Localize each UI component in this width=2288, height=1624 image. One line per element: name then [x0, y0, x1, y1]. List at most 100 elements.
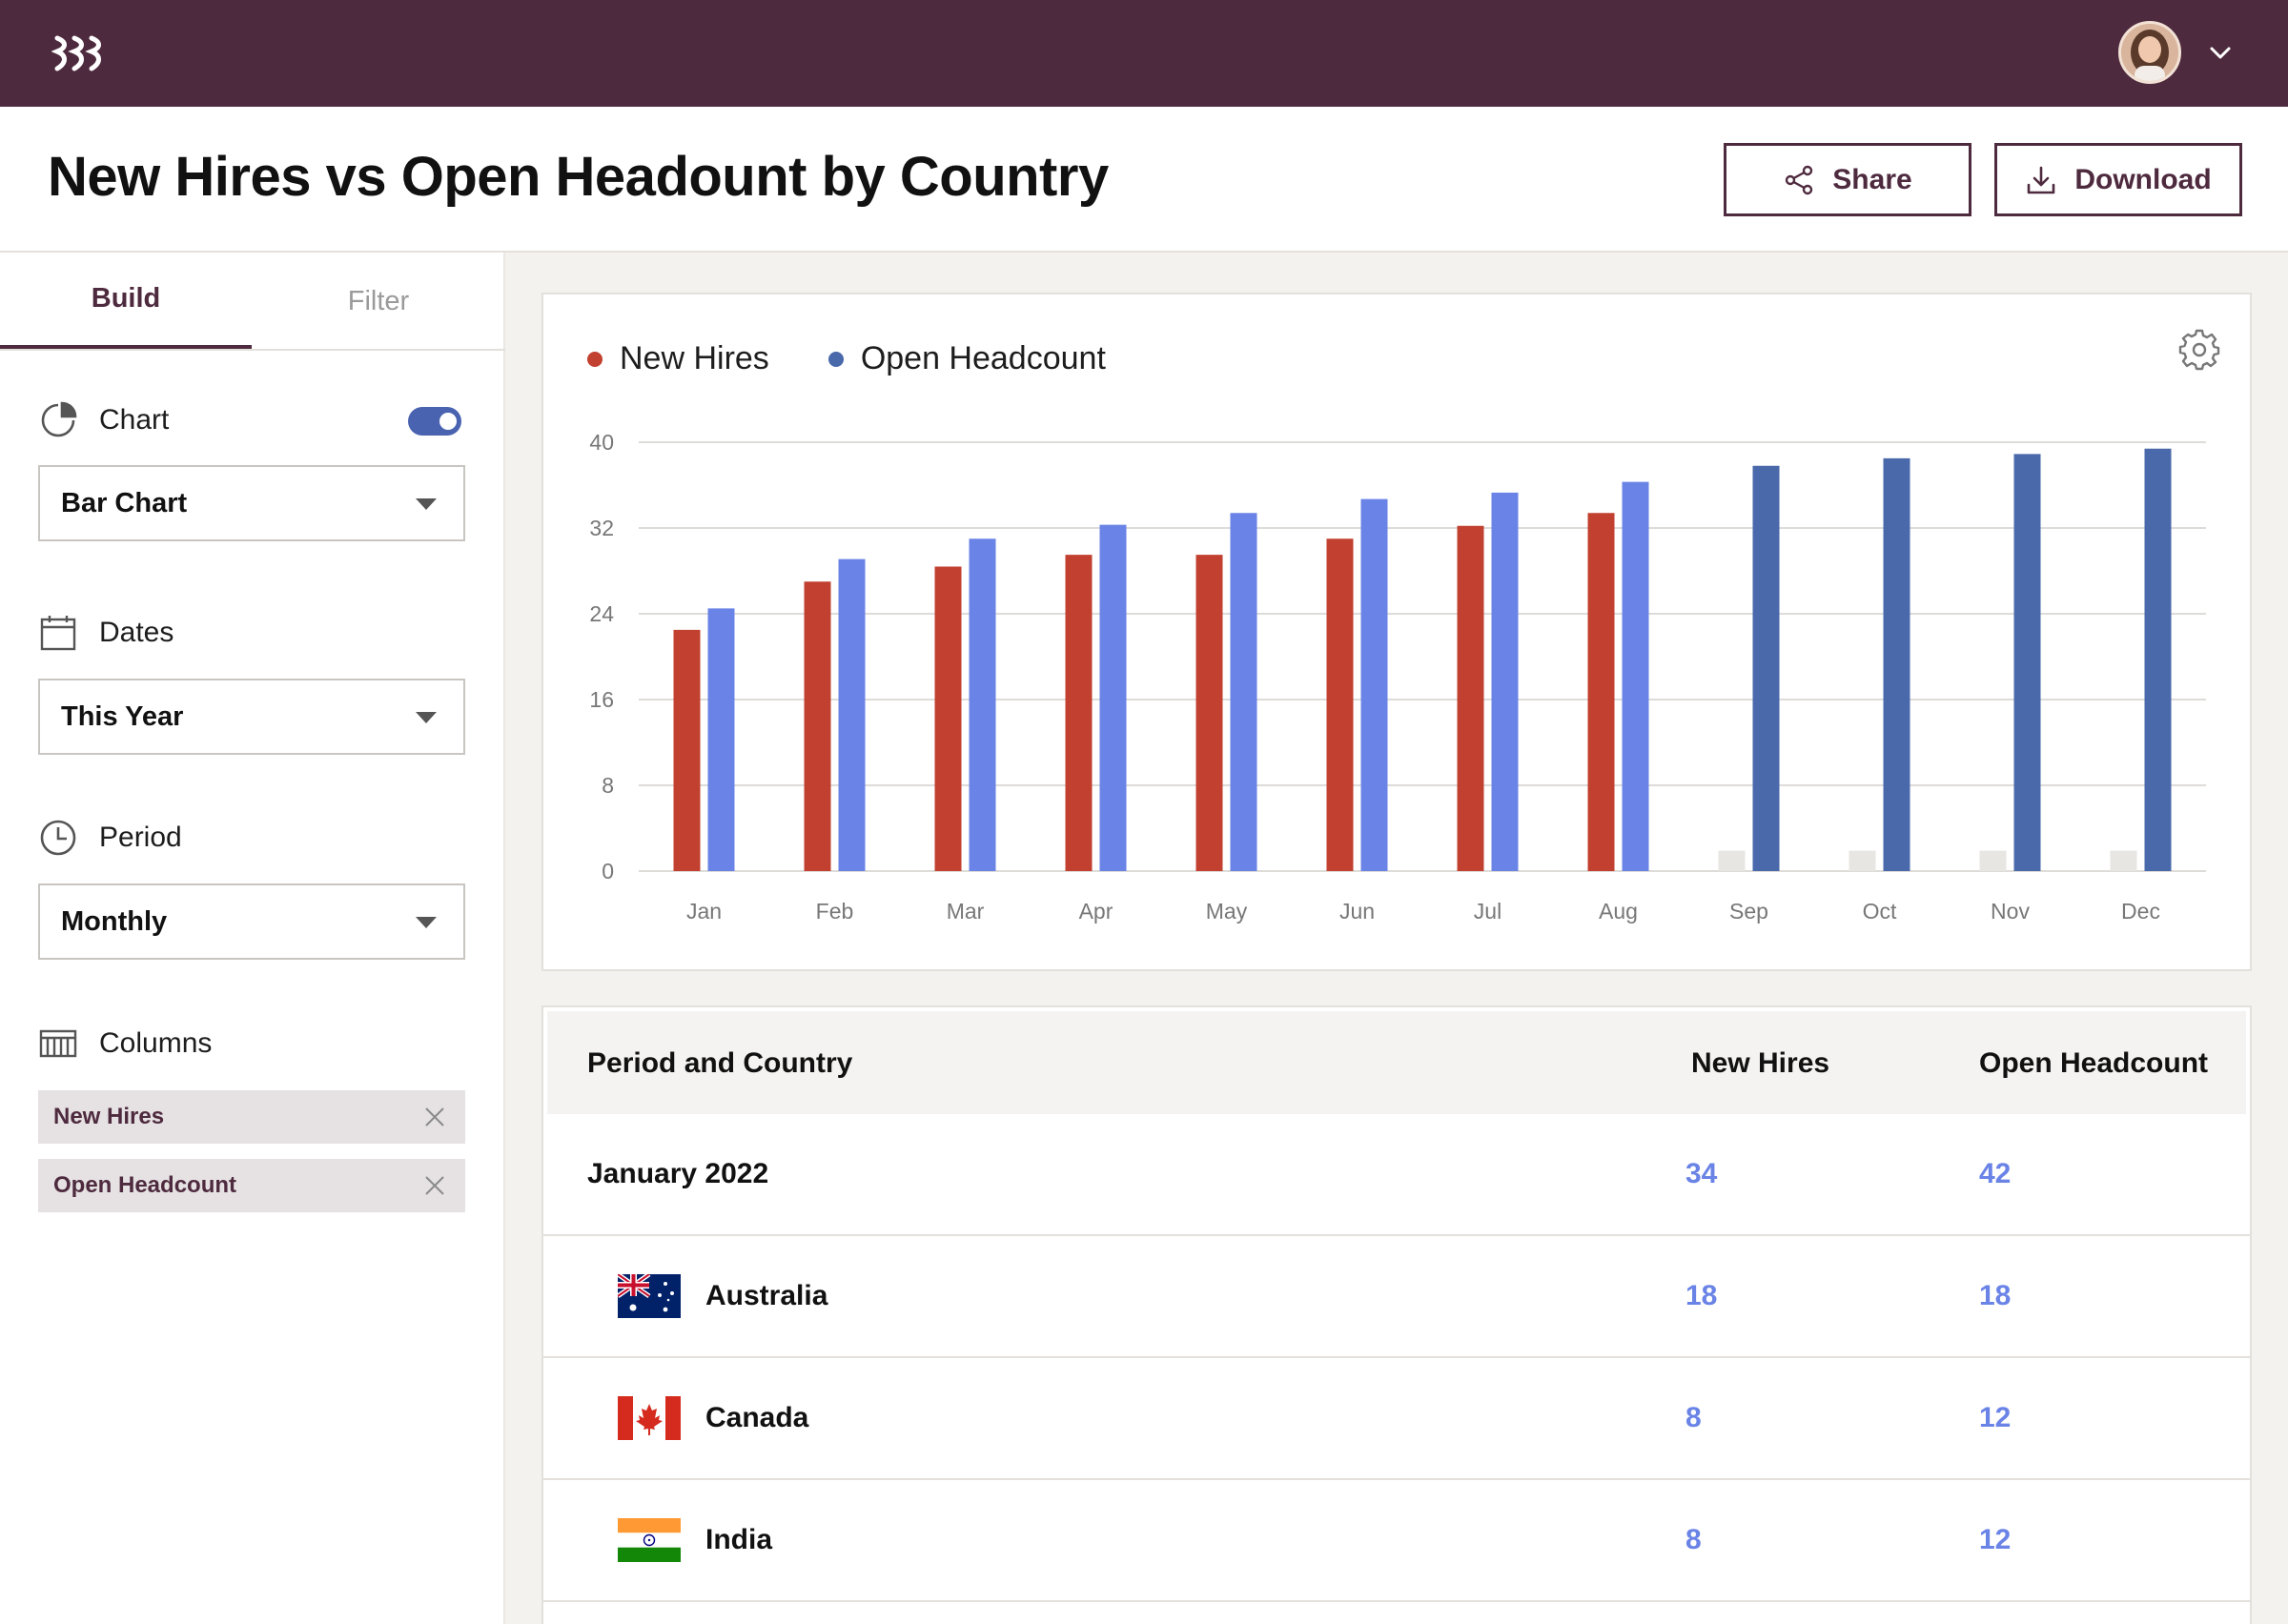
australia-flag-icon [618, 1274, 681, 1318]
bar-new-hires [1587, 513, 1615, 871]
bar-new-hires [934, 566, 962, 871]
logo-icon[interactable] [51, 34, 105, 72]
bar-open-headcount [969, 538, 996, 871]
bar-new-hires [1457, 525, 1484, 871]
bar-placeholder [1979, 850, 2007, 871]
table-row[interactable]: Australia 18 18 [543, 1236, 2250, 1358]
dropdown-arrow-icon [416, 498, 437, 510]
column-chip-new-hires: New Hires [38, 1090, 465, 1144]
data-table: Period and Country New Hires Open Headco… [541, 1005, 2252, 1624]
main-content: 0 8 16 24 32 40 Jan Feb Mar Apr May Jun Jul Aug Sep Oct… [505, 253, 2288, 1624]
bar-new-hires [804, 581, 831, 871]
x-tick-label: Sep [1729, 899, 1768, 924]
chart-type-select[interactable]: Bar Chart [38, 465, 465, 541]
period-select[interactable]: Monthly [38, 883, 465, 960]
india-flag-icon [618, 1518, 681, 1562]
column-header-period[interactable]: Period and Country [587, 1047, 853, 1079]
legend-item-open-headcount[interactable]: Open Headcount [827, 340, 1106, 377]
top-bar [0, 0, 2288, 107]
country-name: Australia [705, 1280, 828, 1311]
period-value: Monthly [61, 905, 168, 937]
table-row[interactable]: January 2022 34 42 [543, 1114, 2250, 1236]
dates-label: Dates [99, 617, 174, 648]
column-header-new-hires[interactable]: New Hires [1691, 1047, 1830, 1079]
tabs-divider [0, 349, 505, 351]
dropdown-arrow-icon [416, 917, 437, 928]
share-button[interactable]: Share [1724, 143, 1971, 216]
share-icon [1786, 165, 1813, 194]
pie-chart-icon [41, 401, 77, 437]
legend-dot [827, 351, 844, 367]
calendar-icon [40, 616, 76, 651]
chart-section-label: Chart [38, 400, 169, 440]
dropdown-arrow-icon [416, 712, 437, 723]
open-headcount-value: 18 [1979, 1280, 2012, 1311]
bar-open-headcount [1360, 498, 1388, 871]
chevron-down-icon[interactable] [2208, 42, 2233, 63]
close-icon[interactable] [423, 1174, 446, 1197]
bar-open-headcount [1752, 465, 1780, 871]
bar-open-headcount [1099, 524, 1127, 871]
legend-label: New Hires [620, 340, 769, 376]
download-button[interactable]: Download [1994, 143, 2242, 216]
x-tick-label: Apr [1079, 899, 1113, 924]
new-hires-value: 18 [1685, 1280, 1718, 1311]
legend-item-new-hires[interactable]: New Hires [587, 340, 769, 377]
bar-open-headcount [838, 558, 866, 871]
x-tick-label: Aug [1599, 899, 1638, 924]
page-header: New Hires vs Open Headount by Country Sh… [0, 107, 2288, 253]
x-tick-label: Mar [947, 899, 985, 924]
open-headcount-value: 12 [1979, 1402, 2012, 1433]
period-label: Period [99, 822, 182, 853]
dates-select[interactable]: This Year [38, 679, 465, 755]
download-label: Download [2074, 163, 2212, 195]
bar-open-headcount [2013, 454, 2041, 871]
close-icon[interactable] [423, 1106, 446, 1128]
bar-placeholder [1849, 850, 1876, 871]
x-tick-label: Jul [1474, 899, 1502, 924]
new-hires-value: 34 [1685, 1158, 1718, 1189]
user-avatar[interactable] [2118, 21, 2181, 84]
clock-icon [40, 820, 76, 856]
country-name: Canada [705, 1402, 809, 1433]
tab-filter[interactable]: Filter [347, 285, 410, 316]
chart-toggle[interactable] [408, 407, 461, 436]
chip-label: Open Headcount [53, 1172, 237, 1198]
x-tick-label: Dec [2121, 899, 2160, 924]
gear-icon[interactable] [2177, 327, 2221, 371]
x-tick-label: Oct [1863, 899, 1897, 924]
table-row[interactable]: India 8 12 [543, 1480, 2250, 1602]
column-header-open-headcount[interactable]: Open Headcount [1979, 1047, 2209, 1079]
new-hires-value: 8 [1685, 1402, 1702, 1433]
x-tick-label: May [1206, 899, 1248, 924]
sidebar: Build Filter Chart Bar Chart Dates This … [0, 253, 505, 1624]
bar-placeholder [1718, 850, 1746, 871]
x-tick-label: Jan [686, 899, 722, 924]
bar-open-headcount [2144, 448, 2172, 871]
y-tick-label: 0 [602, 859, 614, 883]
y-tick-label: 32 [589, 516, 614, 540]
table-header: Period and Country New Hires Open Headco… [547, 1011, 2246, 1114]
download-icon [2028, 166, 2055, 193]
bar-new-hires [673, 629, 701, 871]
canada-flag-icon [618, 1396, 681, 1440]
dates-value: This Year [61, 700, 184, 732]
chart-type-value: Bar Chart [61, 487, 188, 518]
country-name: India [705, 1524, 773, 1555]
chart-label: Chart [99, 404, 170, 436]
dates-section-label: Dates [38, 613, 174, 653]
x-tick-label: Feb [816, 899, 854, 924]
new-hires-value: 8 [1685, 1524, 1702, 1555]
columns-icon [39, 1029, 77, 1058]
row-label: January 2022 [587, 1158, 769, 1189]
column-chip-open-headcount: Open Headcount [38, 1159, 465, 1212]
bar-open-headcount [1883, 457, 1910, 871]
y-tick-label: 16 [589, 687, 614, 712]
tab-build[interactable]: Build [0, 253, 252, 350]
x-tick-label: Nov [1991, 899, 2030, 924]
table-row[interactable]: Canada 8 12 [543, 1358, 2250, 1480]
legend-dot [587, 351, 603, 367]
legend-label: Open Headcount [860, 340, 1106, 376]
bar-chart: 0 8 16 24 32 40 Jan Feb Mar Apr May Jun Jul Aug Sep Oct… [589, 430, 2206, 924]
bar-open-headcount [1230, 513, 1257, 871]
